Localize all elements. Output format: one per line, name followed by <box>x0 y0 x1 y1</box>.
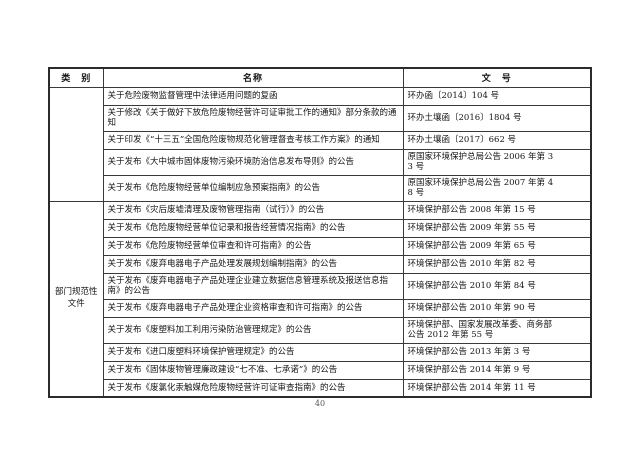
regulation-name-cell: 关于发布《废弃电器电子产品处理企业建立数据信息管理系统及报送信息指南》的公告 <box>102 272 404 300</box>
regulation-name-cell: 关于发布《大中城市固体废物污染环境防治信息发布导则》的公告 <box>102 148 404 176</box>
regulation-name-cell: 关于危险废物监督管理中法律适用问题的复函 <box>102 86 404 106</box>
category-cell <box>48 86 104 202</box>
doc-number-cell: 环境保护部公告 2008 年第 15 号 <box>402 200 592 220</box>
doc-number-cell: 环境保护部公告 2009 年第 65 号 <box>402 236 592 256</box>
regulation-name-cell: 关于发布《危险废物经营单位审查和许可指南》的公告 <box>102 236 404 256</box>
doc-number-cell: 原国家环境保护总局公告 2006 年第 33 号 <box>402 148 592 176</box>
table-row: 关于发布《废塑料加工利用污染防治管理规定》的公告 环境保护部、国家发展改革委、商务… <box>49 316 592 344</box>
table-row: 关于发布《固体废物管理廉政建设“七不准、七承诺”》的公告 环境保护部公告 2014… <box>49 360 592 380</box>
regulations-table: 类 别 名称 文 号 关于危险废物监督管理中法律适用问题的复函 环办函〔2014〕… <box>48 67 592 398</box>
header-doc-number: 文 号 <box>402 67 592 88</box>
doc-number-cell: 原国家环境保护总局公告 2007 年第 48 号 <box>402 174 592 202</box>
regulation-name-cell: 关于修改《关于做好下放危险废物经营许可证审批工作的通知》部分条款的通知 <box>102 104 404 132</box>
doc-number-cell: 环境保护部公告 2010 年第 82 号 <box>402 254 592 274</box>
table-row: 关于发布《大中城市固体废物污染环境防治信息发布导则》的公告 原国家环境保护总局公告… <box>49 148 592 176</box>
doc-number-cell: 环境保护部公告 2014 年第 11 号 <box>402 378 592 398</box>
doc-number-cell: 环办土壤函〔2016〕1804 号 <box>402 104 592 132</box>
table-row: 关于发布《危险废物经营单位审查和许可指南》的公告 环境保护部公告 2009 年第 … <box>49 236 592 256</box>
doc-number-cell: 环办函〔2014〕104 号 <box>402 86 592 106</box>
table-row: 关于发布《危险废物经营单位编制应急预案指南》的公告 原国家环境保护总局公告 200… <box>49 174 592 202</box>
regulation-name-cell: 关于发布《灾后废墟清理及废物管理指南（试行）》的公告 <box>102 200 404 220</box>
table-row: 关于发布《废弃电器电子产品处理企业建立数据信息管理系统及报送信息指南》的公告 环境… <box>49 272 592 300</box>
table-row: 关于印发《“十三五”全国危险废物规范化管理督查考核工作方案》的通知 环办土壤函〔2… <box>49 130 592 150</box>
doc-number-cell: 环境保护部、国家发展改革委、商务部公告 2012 年第 55 号 <box>402 316 592 344</box>
regulation-name-cell: 关于发布《固体废物管理廉政建设“七不准、七承诺”》的公告 <box>102 360 404 380</box>
doc-number-cell: 环境保护部公告 2009 年第 55 号 <box>402 218 592 238</box>
doc-number-cell: 环境保护部公告 2010 年第 84 号 <box>402 272 592 300</box>
header-name: 名称 <box>102 67 404 88</box>
regulation-name-cell: 关于发布《废塑料加工利用污染防治管理规定》的公告 <box>102 316 404 344</box>
regulation-name-cell: 关于发布《进口废塑料环境保护管理规定》的公告 <box>102 342 404 362</box>
table-header-row: 类 别 名称 文 号 <box>48 67 592 88</box>
table-row: 关于发布《危险废物经营单位记录和报告经营情况指南》的公告 环境保护部公告 2009… <box>49 218 592 238</box>
regulation-name-cell: 关于发布《废弃电器电子产品处理企业资格审查和许可指南》的公告 <box>102 298 404 318</box>
table-row: 部门规范性文件 关于发布《灾后废墟清理及废物管理指南（试行）》的公告 环境保护部公告… <box>48 200 592 398</box>
regulation-name-cell: 关于发布《危险废物经营单位记录和报告经营情况指南》的公告 <box>102 218 404 238</box>
page-number: 40 <box>314 399 326 408</box>
regulation-name-cell: 关于发布《废弃电器电子产品处理发展规划编制指南》的公告 <box>102 254 404 274</box>
regulation-name-cell: 关于发布《废氯化汞触媒危险废物经营许可证审查指南》的公告 <box>102 378 404 398</box>
table-row: 关于发布《废弃电器电子产品处理发展规划编制指南》的公告 环境保护部公告 2010 … <box>49 254 592 274</box>
header-category: 类 别 <box>48 67 104 88</box>
table-row: 关于发布《废氯化汞触媒危险废物经营许可证审查指南》的公告 环境保护部公告 2014… <box>49 378 592 398</box>
regulation-name-cell: 关于印发《“十三五”全国危险废物规范化管理督查考核工作方案》的通知 <box>102 130 404 150</box>
table-row: 关于发布《废弃电器电子产品处理企业资格审查和许可指南》的公告 环境保护部公告 20… <box>49 298 592 318</box>
doc-number-cell: 环办土壤函〔2017〕662 号 <box>402 130 592 150</box>
table-row: 关于发布《进口废塑料环境保护管理规定》的公告 环境保护部公告 2013 年第 3 … <box>49 342 592 362</box>
doc-number-cell: 环境保护部公告 2010 年第 90 号 <box>402 298 592 318</box>
table-row: 关于修改《关于做好下放危险废物经营许可证审批工作的通知》部分条款的通知 环办土壤函… <box>49 104 592 132</box>
doc-number-cell: 环境保护部公告 2013 年第 3 号 <box>402 342 592 362</box>
category-cell: 部门规范性文件 <box>48 200 104 398</box>
table-row: 关于危险废物监督管理中法律适用问题的复函 环办函〔2014〕104 号 <box>48 86 592 202</box>
table-body: 关于危险废物监督管理中法律适用问题的复函 环办函〔2014〕104 号关于修改《关… <box>48 86 592 398</box>
doc-number-cell: 环境保护部公告 2014 年第 9 号 <box>402 360 592 380</box>
regulation-name-cell: 关于发布《危险废物经营单位编制应急预案指南》的公告 <box>102 174 404 202</box>
